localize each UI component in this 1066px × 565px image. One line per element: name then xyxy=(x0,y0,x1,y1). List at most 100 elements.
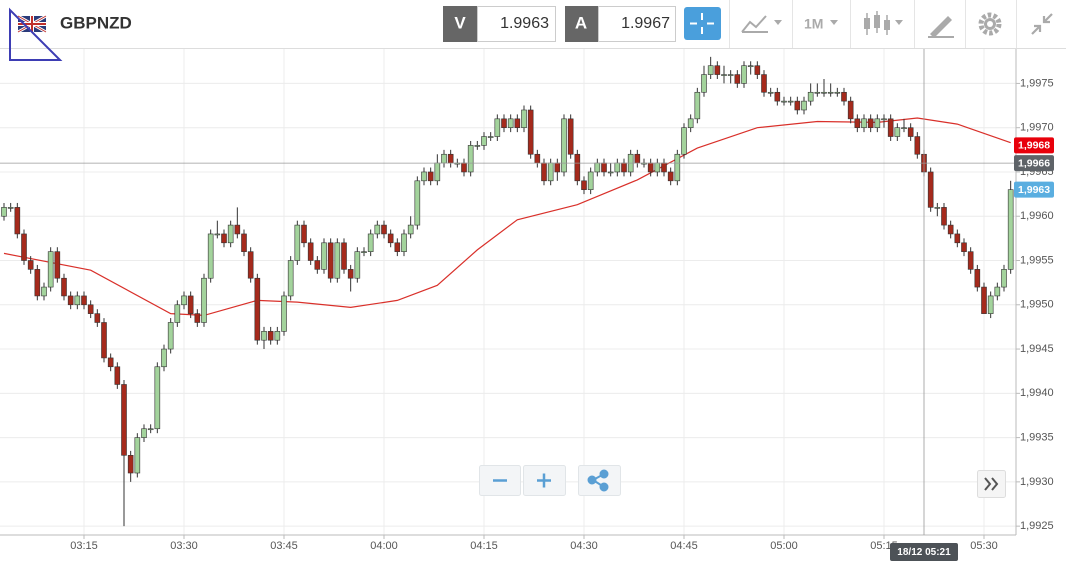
candle-body xyxy=(747,65,754,68)
candle-body xyxy=(994,286,1001,297)
candle-body xyxy=(887,118,894,137)
last-price-tag: 1,9963 xyxy=(1018,184,1050,196)
candle-body xyxy=(574,153,581,182)
overlay: 18/12 05:21 1,9968 1,9966 1,9963 xyxy=(0,48,1054,561)
candle-body xyxy=(167,322,174,350)
x-tick-label: 04:45 xyxy=(670,540,698,552)
candle-body xyxy=(434,162,441,182)
crosshair-icon xyxy=(690,13,714,34)
x-tick-label: 05:30 xyxy=(970,540,998,552)
ask-box[interactable] xyxy=(598,6,676,42)
candle-body xyxy=(107,357,114,368)
candle-body xyxy=(867,118,874,128)
symbol: GBPNZD xyxy=(60,13,132,32)
candle-body xyxy=(234,224,241,235)
candle-body xyxy=(421,171,427,182)
last-price-tag-bg xyxy=(1014,181,1054,198)
candle-body xyxy=(247,251,254,279)
candle-body xyxy=(814,91,821,94)
candle-body xyxy=(341,242,347,270)
bid-label: V xyxy=(454,13,466,32)
candle-body xyxy=(614,162,621,173)
candle-body xyxy=(321,242,327,270)
candle-body xyxy=(827,91,834,94)
candle-body xyxy=(734,74,741,84)
y-tick-label: 1,9940 xyxy=(1020,387,1054,399)
crosshair-button[interactable] xyxy=(684,7,721,40)
toolbar: GBPNZD V 1.9963 A 1.9967 1M xyxy=(0,0,1066,49)
candle-body xyxy=(327,242,334,279)
x-tick-label: 03:30 xyxy=(170,540,198,552)
draw-button[interactable] xyxy=(928,16,954,38)
x-tick-label: 03:15 xyxy=(70,540,98,552)
candle-body xyxy=(121,384,127,456)
x-tick-label: 04:30 xyxy=(570,540,598,552)
candle-body xyxy=(647,162,654,173)
crosshair-x-label: 18/12 05:21 xyxy=(897,547,951,558)
bid-box[interactable] xyxy=(477,6,556,42)
candle-body xyxy=(94,313,101,323)
y-tick-label: 1,9975 xyxy=(1020,77,1054,89)
candle-body xyxy=(621,162,627,173)
candle-body xyxy=(754,65,761,75)
candle-body xyxy=(947,224,954,235)
candle-body xyxy=(527,109,534,155)
share-button[interactable] xyxy=(578,465,621,496)
candles-button[interactable] xyxy=(864,11,903,35)
candle-body xyxy=(507,118,514,128)
candle-body xyxy=(807,91,814,102)
candle-body xyxy=(354,251,361,279)
candle-body xyxy=(114,366,121,385)
candle-body xyxy=(47,251,54,288)
candle-body xyxy=(7,207,14,209)
candle-body xyxy=(941,207,947,226)
candle-body xyxy=(487,136,494,138)
ask-label-box xyxy=(565,6,598,42)
x-tick-label: 03:45 xyxy=(270,540,298,552)
candle-body xyxy=(134,437,141,474)
candle-body xyxy=(187,295,194,314)
settings-button[interactable] xyxy=(978,12,1002,36)
candle-body xyxy=(414,180,421,226)
drawing-triangle[interactable] xyxy=(9,7,63,61)
candle-body xyxy=(41,286,47,297)
moving-average xyxy=(3,117,1011,317)
candle-body xyxy=(294,224,301,261)
scroll-end-button[interactable] xyxy=(977,470,1006,498)
ma-price-tag-bg xyxy=(1014,137,1054,154)
candle-body xyxy=(474,145,481,147)
candle-body xyxy=(727,74,734,76)
candle-body xyxy=(101,322,107,359)
candle-body xyxy=(61,277,67,297)
ask-price: 1.9967 xyxy=(621,15,670,32)
y-tick-label: 1,9945 xyxy=(1020,343,1054,355)
candle-body xyxy=(934,207,941,209)
axes: 1,9925 1,9930 1,9935 1,9940 1,9945 1,9950 1,99… xyxy=(0,48,1054,552)
candle-body xyxy=(207,233,214,279)
candle-body xyxy=(281,295,287,332)
candle-body xyxy=(841,91,847,102)
candle-body xyxy=(194,313,201,323)
candle-body xyxy=(834,91,841,94)
candle-body xyxy=(447,153,454,164)
y-tick-label: 1,9935 xyxy=(1020,432,1054,444)
candle-body xyxy=(67,295,74,306)
candle-body xyxy=(87,304,94,314)
candle-body xyxy=(221,233,227,244)
x-tick-label: 04:15 xyxy=(470,540,498,552)
collapse-button[interactable] xyxy=(1031,13,1053,35)
timeframe[interactable]: 1M xyxy=(804,16,823,32)
y-tick-label: 1,9960 xyxy=(1020,210,1054,222)
candle-body xyxy=(494,118,501,137)
candle-body xyxy=(541,162,547,182)
candle-body xyxy=(894,127,901,137)
candle-body xyxy=(601,162,607,173)
candle-body xyxy=(287,260,294,297)
candle-body xyxy=(514,118,521,128)
zoom-in-icon xyxy=(537,473,551,488)
candle-body xyxy=(881,118,887,121)
candle-body xyxy=(161,348,167,368)
candle-body xyxy=(567,118,574,155)
chart-type-button[interactable] xyxy=(741,15,782,33)
candle-body xyxy=(654,162,661,173)
